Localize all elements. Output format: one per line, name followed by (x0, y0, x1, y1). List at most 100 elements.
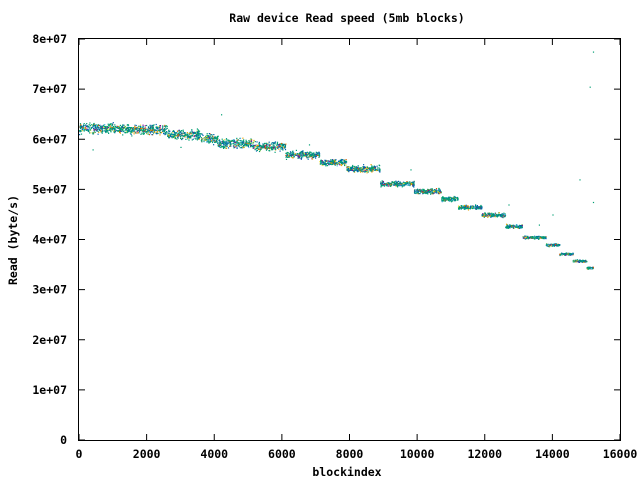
data-point (578, 261, 581, 263)
data-point (400, 184, 402, 187)
data-point (394, 183, 396, 185)
data-point (274, 147, 276, 149)
data-point (399, 183, 401, 185)
data-point (250, 141, 252, 143)
data-point (234, 143, 236, 145)
data-point (86, 126, 88, 128)
data-point (426, 192, 428, 194)
data-point (534, 235, 536, 237)
data-point (483, 216, 485, 218)
data-point (223, 139, 225, 141)
data-point (506, 226, 508, 228)
data-point (279, 143, 281, 145)
data-point (366, 166, 368, 168)
data-point (278, 148, 280, 150)
data-point (310, 155, 312, 157)
data-point (415, 191, 417, 193)
data-point (488, 212, 490, 215)
data-point (191, 135, 193, 137)
data-point (142, 131, 144, 133)
data-point (187, 134, 189, 136)
data-point (515, 226, 517, 228)
data-point (432, 191, 435, 193)
data-point (214, 140, 216, 142)
data-point (279, 145, 281, 147)
data-point (454, 198, 457, 201)
data-point (260, 145, 262, 147)
data-point (320, 160, 322, 162)
data-point (562, 252, 564, 255)
outlier-point (579, 179, 581, 181)
data-point (95, 129, 97, 131)
data-point (340, 164, 342, 166)
data-point (356, 168, 358, 170)
data-point (245, 139, 247, 141)
data-point (483, 215, 485, 217)
data-point (197, 134, 199, 136)
data-point (231, 139, 233, 141)
data-point (545, 244, 547, 246)
data-point (91, 126, 93, 129)
data-point (123, 130, 125, 132)
data-point (265, 143, 267, 145)
data-point (203, 137, 205, 139)
data-point (153, 124, 155, 126)
data-point (101, 130, 103, 132)
data-point (568, 254, 570, 256)
data-point (98, 131, 100, 133)
data-point (586, 267, 588, 269)
data-point (107, 125, 109, 128)
outlier-point (180, 146, 182, 148)
data-point (164, 125, 166, 127)
data-point (259, 150, 261, 152)
data-point (86, 128, 88, 130)
data-point (358, 170, 360, 172)
data-point (96, 129, 98, 131)
data-point (391, 181, 393, 183)
data-point (149, 132, 151, 134)
data-point (449, 200, 451, 202)
data-point (413, 186, 415, 188)
data-point (342, 163, 344, 165)
data-point (480, 208, 482, 210)
data-point (333, 160, 335, 162)
data-point (255, 148, 257, 150)
data-point (246, 141, 248, 143)
data-point (187, 135, 189, 138)
data-point (206, 134, 208, 136)
data-point (82, 128, 85, 130)
data-point (463, 205, 465, 207)
data-point (307, 156, 309, 158)
data-point (342, 160, 344, 162)
data-point (395, 185, 397, 187)
data-point (112, 122, 114, 124)
data-point (449, 199, 451, 201)
data-point (187, 137, 189, 139)
data-point (249, 139, 251, 141)
data-point (339, 164, 341, 166)
data-point (483, 213, 485, 215)
data-point (181, 134, 183, 136)
data-point (223, 143, 225, 145)
data-point (428, 191, 431, 193)
data-point (286, 155, 288, 157)
data-point (517, 227, 519, 229)
data-point (519, 227, 521, 229)
data-point (489, 215, 491, 217)
data-point (367, 169, 369, 171)
data-point (395, 184, 397, 186)
data-point (369, 167, 371, 169)
data-point (559, 253, 561, 255)
data-point (88, 124, 90, 126)
data-point (127, 130, 129, 132)
data-point (297, 157, 299, 159)
data-point (499, 214, 502, 216)
data-point (242, 140, 244, 142)
data-point (95, 126, 97, 129)
data-point (484, 214, 486, 216)
data-point (446, 197, 448, 199)
data-point (100, 131, 102, 133)
data-point (525, 237, 527, 239)
data-point (110, 125, 112, 127)
data-point (353, 168, 355, 170)
